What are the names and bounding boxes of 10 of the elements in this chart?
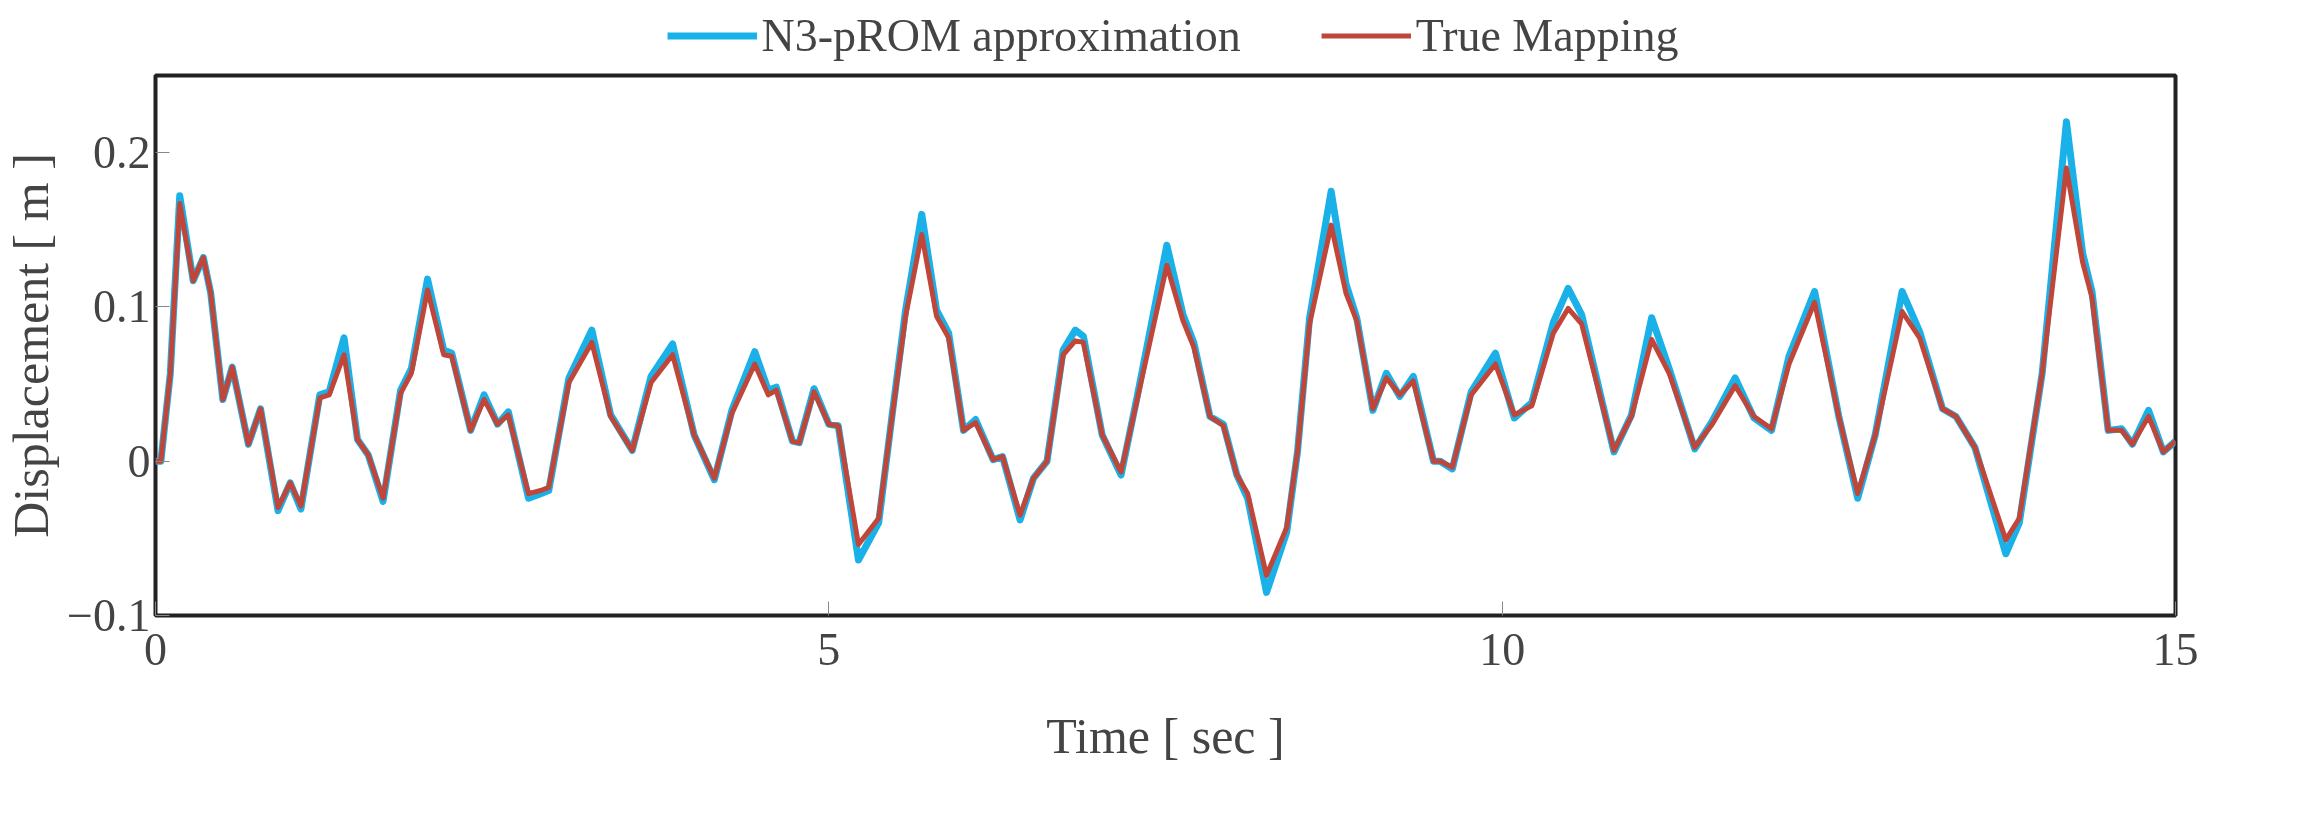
legend-label: N3-pROM approximation (761, 8, 1241, 62)
x-tick-label: 10 (1479, 623, 1526, 675)
y-tick-label: 0 (127, 435, 151, 487)
legend-label: True Mapping (1415, 8, 1679, 62)
y-axis-title: Displacement [ m ] (3, 153, 60, 538)
y-tick-label: 0.2 (93, 127, 151, 179)
x-tick-label: 5 (817, 623, 841, 675)
y-tick-label: 0.1 (93, 281, 151, 333)
x-tick-label: 15 (2152, 623, 2199, 675)
x-axis-title: Time [ sec ] (1046, 707, 1285, 764)
